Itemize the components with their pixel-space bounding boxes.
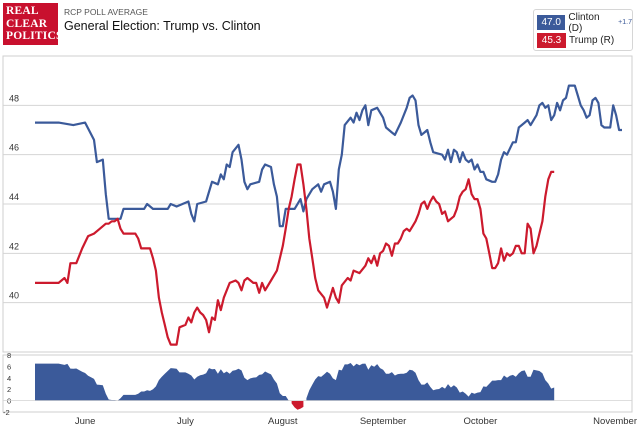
logo-line-3: POLITICS [6, 30, 63, 42]
y-tick-label: 48 [9, 93, 19, 103]
x-tick-label-october: October [464, 416, 498, 427]
chart-subtitle: RCP POLL AVERAGE [64, 7, 148, 17]
clinton-line [35, 84, 622, 228]
legend-label-trump: Trump (R) [569, 35, 615, 46]
logo-line-1: REAL [6, 5, 39, 17]
y-tick-label: 44 [9, 192, 19, 202]
x-tick-label-september: September [360, 416, 406, 427]
spread-tick-label: 8 [7, 351, 11, 360]
spread-plot-frame [2, 354, 633, 413]
x-tick-label-july: July [177, 416, 194, 427]
rcp-logo[interactable]: REAL CLEAR POLITICS [3, 3, 63, 45]
logo-line-2: CLEAR [6, 17, 48, 30]
y-tick-label: 42 [9, 241, 19, 251]
spread-tick-label: 0 [7, 397, 11, 406]
spread-tick-label: 6 [7, 362, 11, 371]
trump-line [35, 163, 555, 346]
spread-tick-label: -2 [3, 408, 10, 417]
spread-tick-label: 4 [7, 374, 11, 383]
spread-area-trump [291, 400, 304, 410]
legend-label-clinton: Clinton (D) [568, 11, 600, 34]
legend: 47.0 Clinton (D) +1.7 45.3 Trump (R) [533, 9, 633, 51]
spread-area-clinton [306, 363, 555, 401]
chart-title: General Election: Trump vs. Clinton [64, 19, 261, 33]
y-tick-label: 46 [9, 143, 19, 153]
legend-delta-clinton: +1.7 [618, 19, 632, 26]
spread-area-clinton [35, 363, 289, 401]
y-tick-label: 40 [9, 291, 19, 301]
legend-item-clinton[interactable]: 47.0 Clinton (D) +1.7 [537, 11, 632, 34]
x-tick-label-november: November [593, 416, 637, 427]
legend-value-clinton: 47.0 [537, 15, 566, 30]
x-tick-label-august: August [268, 416, 298, 427]
legend-value-trump: 45.3 [537, 33, 566, 48]
spread-tick-label: 2 [7, 385, 11, 394]
x-tick-label-june: June [75, 416, 96, 427]
legend-item-trump[interactable]: 45.3 Trump (R) [537, 32, 614, 49]
